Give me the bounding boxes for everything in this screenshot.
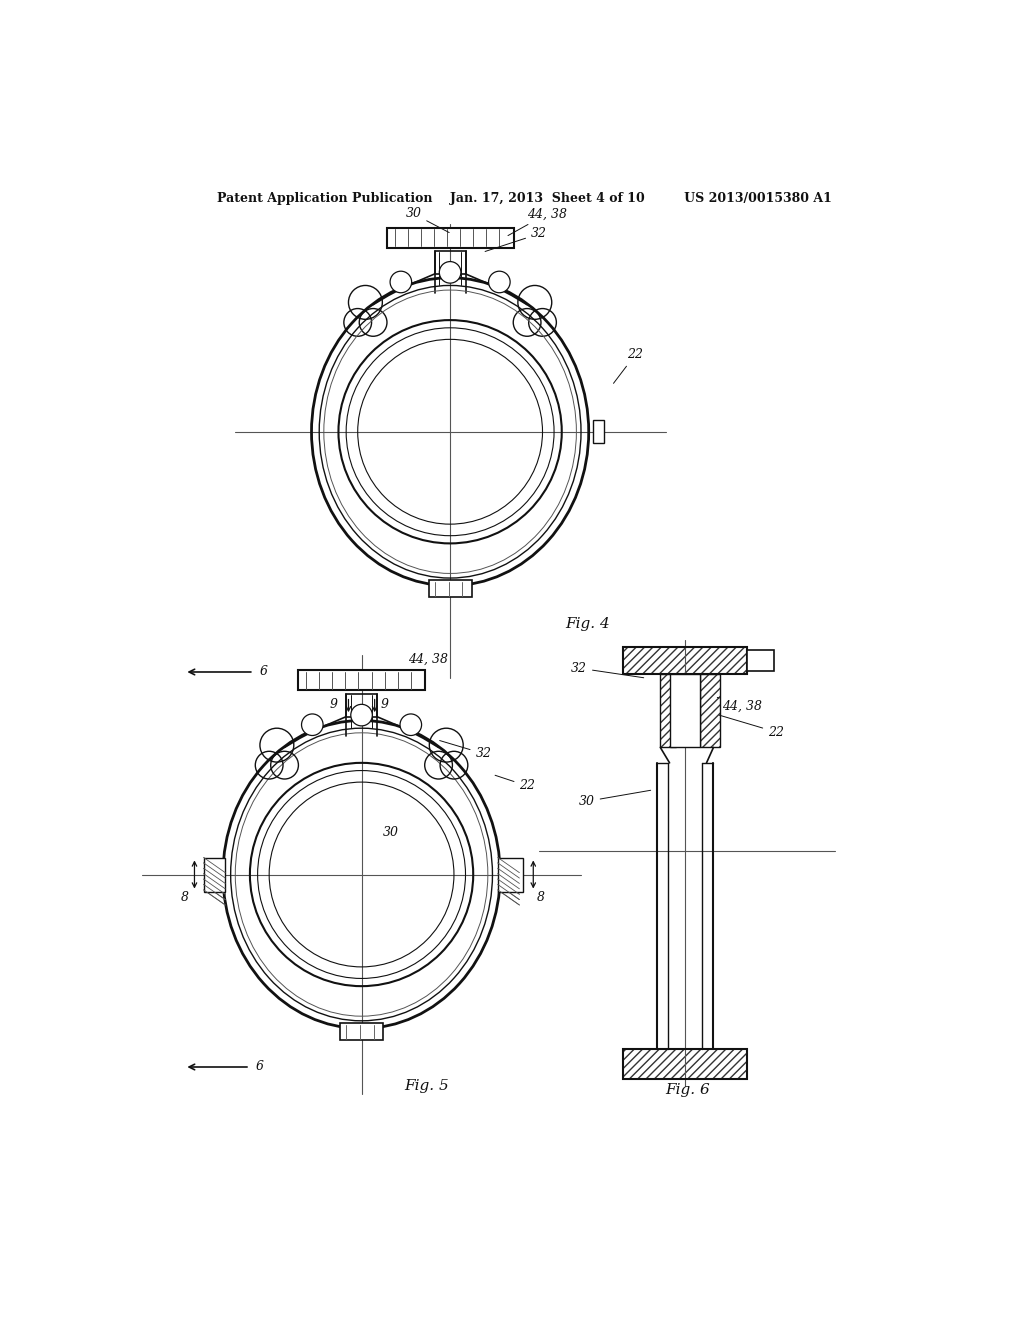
Text: 32: 32 [485, 227, 547, 252]
Text: 22: 22 [495, 775, 536, 792]
Text: Fig. 4: Fig. 4 [565, 618, 610, 631]
Text: 6: 6 [255, 1060, 263, 1073]
Bar [624, 1049, 746, 1078]
Bar [700, 675, 720, 747]
Bar [624, 647, 746, 675]
Text: 8: 8 [537, 891, 545, 904]
Text: 44, 38: 44, 38 [408, 652, 447, 665]
Text: 6: 6 [259, 665, 267, 678]
Bar [660, 675, 676, 747]
Circle shape [488, 271, 510, 293]
Bar [624, 647, 746, 675]
Circle shape [400, 714, 422, 735]
Text: 32: 32 [439, 741, 492, 760]
Bar [346, 693, 377, 717]
Bar [504, 863, 515, 886]
Text: 30: 30 [406, 207, 450, 232]
Text: 32: 32 [571, 661, 644, 677]
Bar [429, 581, 472, 597]
Text: 30: 30 [383, 825, 399, 838]
Text: 9: 9 [330, 698, 337, 711]
Bar [340, 1023, 383, 1040]
Text: 9: 9 [381, 698, 389, 711]
Bar [298, 671, 425, 690]
Bar [435, 251, 466, 275]
Text: Fig. 6: Fig. 6 [666, 1084, 711, 1097]
Text: Patent Application Publication    Jan. 17, 2013  Sheet 4 of 10         US 2013/0: Patent Application Publication Jan. 17, … [217, 191, 833, 205]
Circle shape [439, 261, 461, 284]
Circle shape [351, 705, 373, 726]
Text: 22: 22 [719, 715, 784, 739]
Text: Fig. 5: Fig. 5 [403, 1080, 449, 1093]
Text: 22: 22 [613, 348, 643, 383]
Bar [387, 227, 514, 248]
Bar [700, 675, 720, 747]
Bar [204, 858, 225, 892]
Text: 8: 8 [180, 891, 188, 904]
Text: 44, 38: 44, 38 [717, 697, 762, 713]
Circle shape [301, 714, 324, 735]
Text: 44, 38: 44, 38 [508, 207, 567, 235]
Text: 30: 30 [579, 791, 650, 808]
Bar [498, 858, 523, 892]
Bar [670, 675, 700, 747]
Bar [746, 651, 773, 671]
Circle shape [390, 271, 412, 293]
Bar [593, 420, 604, 444]
Bar [660, 675, 676, 747]
Bar [624, 1049, 746, 1078]
